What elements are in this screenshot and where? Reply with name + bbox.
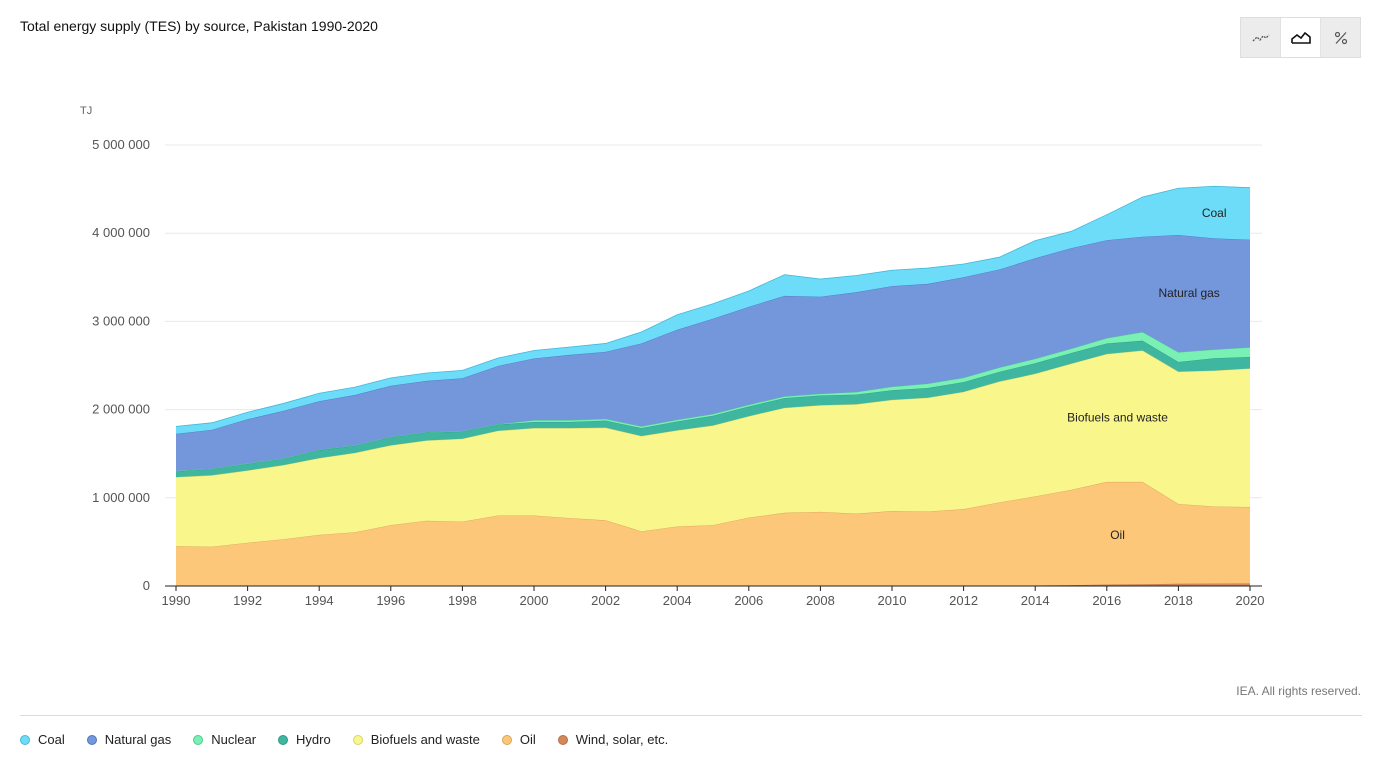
series-areas xyxy=(175,185,1251,587)
x-tick-label: 2018 xyxy=(1164,593,1193,608)
percent-button[interactable] xyxy=(1320,18,1360,57)
x-tick-label: 2004 xyxy=(663,593,692,608)
legend-swatch xyxy=(193,734,204,745)
x-tick-label: 2008 xyxy=(806,593,835,608)
legend-label: Nuclear xyxy=(211,732,257,747)
percent-icon xyxy=(1334,31,1347,44)
x-tick-label: 1996 xyxy=(376,593,405,608)
x-tick-label: 2012 xyxy=(949,593,978,608)
legend-item-oil[interactable]: Oil xyxy=(501,732,536,747)
x-tick-label: 2006 xyxy=(734,593,763,608)
legend-item-nuclear[interactable]: Nuclear xyxy=(193,732,256,747)
area-biofuels-and-waste[interactable] xyxy=(176,350,1250,547)
x-tick-label: 2000 xyxy=(520,593,549,608)
x-tick-label: 2014 xyxy=(1021,593,1050,608)
legend-divider xyxy=(20,715,1362,716)
line-chart-button[interactable] xyxy=(1241,18,1280,57)
legend-swatch xyxy=(86,734,97,745)
area-edge-coal xyxy=(175,185,1251,427)
legend-swatch xyxy=(20,734,30,745)
y-tick-label: 5 000 000 xyxy=(92,137,150,152)
y-tick-label: 2 000 000 xyxy=(92,402,150,417)
legend-label: Oil xyxy=(519,732,536,747)
legend-item-biofuels-and-waste[interactable]: Biofuels and waste xyxy=(352,732,480,747)
y-tick-label: 3 000 000 xyxy=(92,313,150,328)
axes: 0 1 000 000 2 000 000 3 000 000 4 000 000 5 0… xyxy=(92,137,1264,608)
area-chart-icon xyxy=(1290,31,1311,44)
area-label-biofuels-and-waste: Biofuels and waste xyxy=(1067,411,1168,425)
legend-swatch xyxy=(501,734,512,745)
legend-label: Biofuels and waste xyxy=(370,732,480,747)
legend-item-coal[interactable]: Coal xyxy=(20,732,65,747)
legend-label: Coal xyxy=(38,732,65,747)
legend-item-hydro[interactable]: Hydro xyxy=(278,732,331,747)
x-tick-label: 1998 xyxy=(448,593,477,608)
legend-label: Hydro xyxy=(296,732,331,747)
area-chart: TJ 0 1 000 000 2 000 000 3 000 000 4 000 000… xyxy=(80,105,1264,608)
area-oil[interactable] xyxy=(176,481,1250,586)
x-tick-label: 1992 xyxy=(233,593,262,608)
x-tick-label: 2002 xyxy=(591,593,620,608)
chart-title: Total energy supply (TES) by source, Pak… xyxy=(20,18,378,34)
y-tick-label: 4 000 000 xyxy=(92,225,150,240)
area-labels: Oil Biofuels and waste Natural gas Coal xyxy=(1067,206,1226,542)
area-label-natural-gas: Natural gas xyxy=(1158,286,1219,300)
credit-text: IEA. All rights reserved. xyxy=(1236,684,1361,698)
x-tick-label: 2010 xyxy=(878,593,907,608)
legend-item-wind-solar-etc[interactable]: Wind, solar, etc. xyxy=(557,732,669,747)
area-natural-gas[interactable] xyxy=(176,234,1250,471)
area-label-oil: Oil xyxy=(1110,528,1125,542)
x-tick-label: 1994 xyxy=(305,593,334,608)
line-chart-icon xyxy=(1252,34,1269,41)
legend-swatch xyxy=(557,734,568,745)
y-tick-label: 0 xyxy=(143,578,150,593)
legend: Coal Natural gas Nuclear Hydro Biofuels and … xyxy=(20,732,690,747)
y-tick-label: 1 000 000 xyxy=(92,490,150,505)
area-label-coal: Coal xyxy=(1202,206,1227,220)
chart-type-toggle xyxy=(1240,17,1361,58)
legend-label: Wind, solar, etc. xyxy=(575,732,669,747)
legend-item-natural-gas[interactable]: Natural gas xyxy=(86,732,172,747)
legend-swatch xyxy=(278,734,289,745)
x-tick-label: 2016 xyxy=(1092,593,1121,608)
x-tick-label: 2020 xyxy=(1236,593,1265,608)
area-hydro[interactable] xyxy=(176,340,1250,478)
y-axis-unit: TJ xyxy=(80,105,92,117)
legend-swatch xyxy=(352,734,363,745)
area-chart-button[interactable] xyxy=(1280,18,1320,57)
legend-label: Natural gas xyxy=(104,732,172,747)
x-tick-label: 1990 xyxy=(162,593,191,608)
